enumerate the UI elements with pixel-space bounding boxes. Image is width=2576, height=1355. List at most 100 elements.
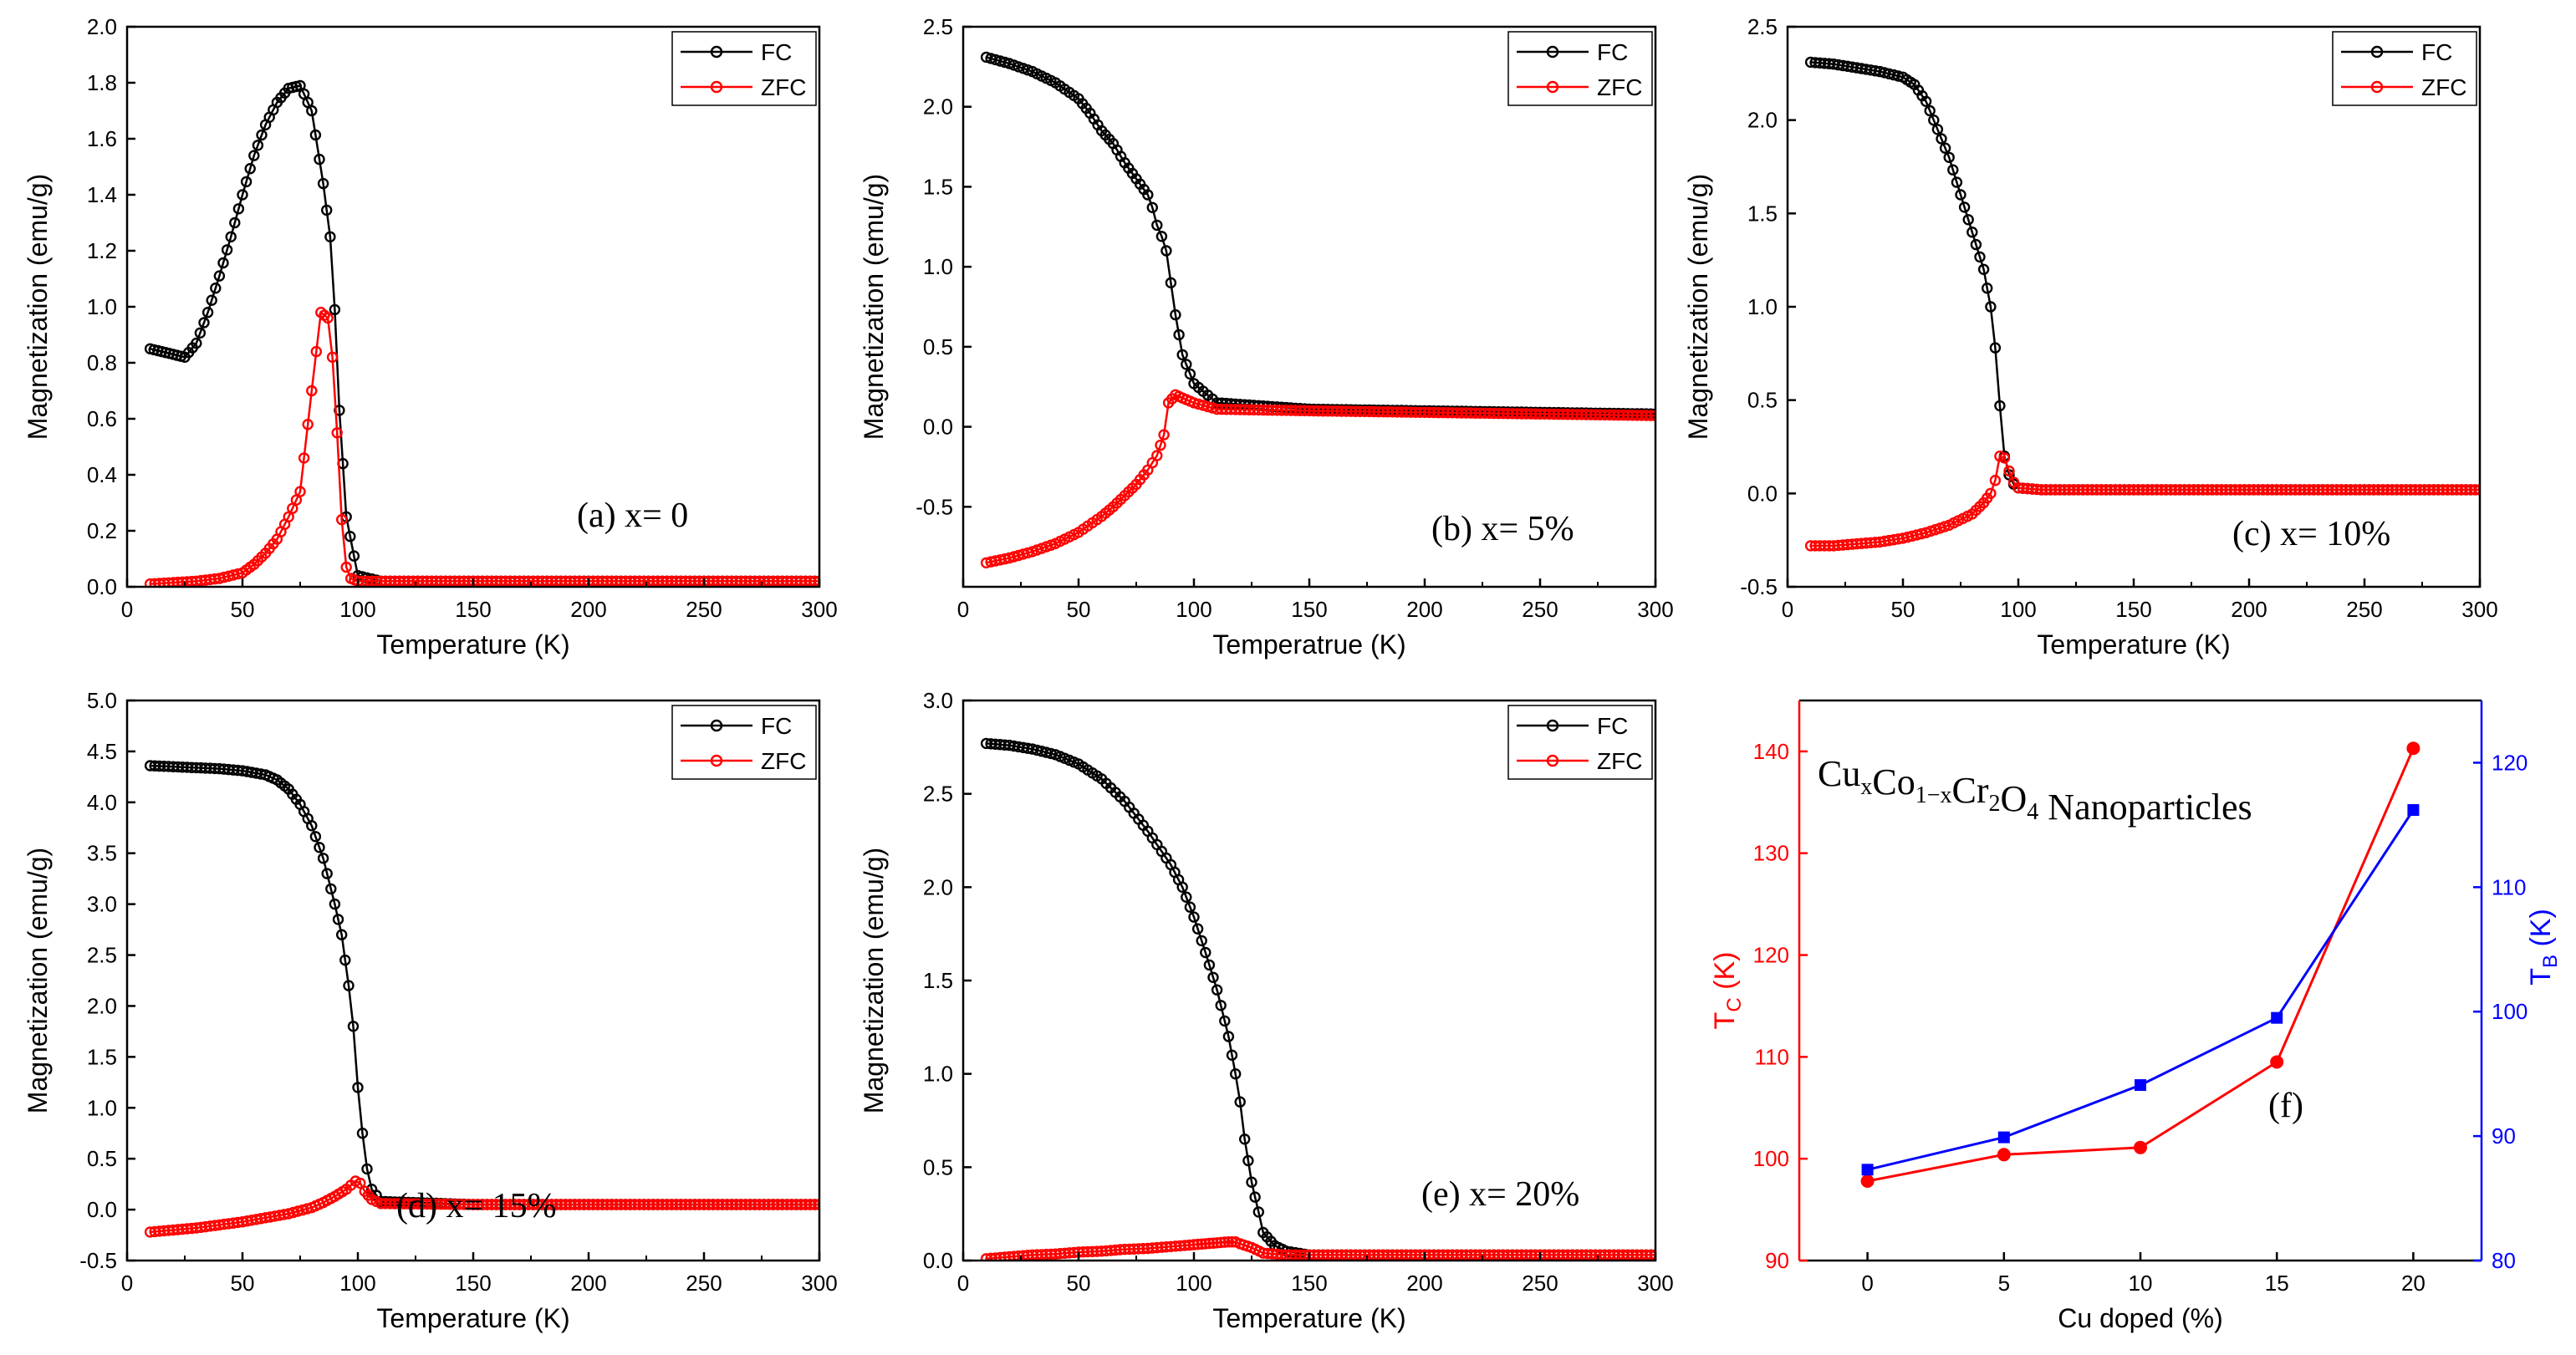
fc-point <box>244 162 256 175</box>
plot-frame <box>1786 25 2482 588</box>
title-text: Nanoparticles <box>2038 787 2252 828</box>
zfc-point <box>814 575 819 587</box>
tb-point <box>2407 804 2420 817</box>
x-tick-label: 300 <box>801 597 837 622</box>
plot-area <box>980 51 1655 568</box>
axis-label-subscript: B <box>2539 955 2562 968</box>
title-text: Cu <box>1818 753 1860 794</box>
legend: FC ZFC <box>671 31 817 106</box>
legend-label: FC <box>1597 713 1628 739</box>
fc-point <box>329 898 341 910</box>
y-axis-label: Magnetization (emu/g) <box>23 174 53 440</box>
fc-point <box>1215 1000 1227 1011</box>
y-tick-label: 1.5 <box>87 1044 117 1069</box>
zfc-point <box>1985 487 1997 499</box>
right-y-tick-label: 100 <box>2492 999 2528 1024</box>
right-y-tick-label: 80 <box>2492 1248 2516 1273</box>
x-tick-label: 300 <box>801 1271 837 1296</box>
fc-markers <box>144 760 819 1210</box>
title-text: O <box>2001 778 2028 819</box>
y-tick-label: 0.5 <box>923 1154 953 1179</box>
fc-point <box>1211 984 1223 996</box>
zfc-point <box>322 312 334 324</box>
legend-label: ZFC <box>761 74 806 100</box>
fc-point <box>232 203 245 215</box>
x-tick-label: 50 <box>1891 597 1915 622</box>
fc-point <box>1234 1096 1246 1108</box>
tc-point <box>2134 1140 2147 1154</box>
fc-point <box>256 129 268 141</box>
right-y-tick-label: 110 <box>2492 874 2526 899</box>
y-tick-label: 4.5 <box>87 739 117 764</box>
legend: FC ZFC <box>1507 31 1653 106</box>
x-tick-label: 150 <box>1291 597 1327 622</box>
y-tick-label: 1.0 <box>1747 294 1778 319</box>
y-tick-label: 0.2 <box>87 518 117 543</box>
fc-point <box>237 189 248 201</box>
x-tick-label: 200 <box>2231 597 2267 622</box>
zfc-markers <box>144 1175 819 1238</box>
legend-label: FC <box>761 39 792 65</box>
zfc-point <box>1207 1237 1219 1249</box>
fc-point <box>1200 946 1211 959</box>
panel-b: 0 50 100 150 200 250 300 -0.5 0.0 0.5 1.0 1.5 2.0 2.5… <box>859 14 1674 660</box>
fc-point <box>361 1163 373 1175</box>
y-tick-label: 2.0 <box>87 993 117 1018</box>
fc-point <box>1146 201 1159 214</box>
x-tick-label: 100 <box>1176 597 1211 622</box>
zfc-point <box>1650 410 1655 421</box>
x-tick-label: 250 <box>686 1271 722 1296</box>
y-tick-label: 2.0 <box>923 94 953 120</box>
y-tick-label: -0.5 <box>1740 574 1778 599</box>
fc-point <box>321 204 333 216</box>
zfc-point <box>809 1199 819 1210</box>
fc-point <box>1155 231 1168 242</box>
x-tick-label: 0 <box>1861 1271 1873 1296</box>
left-y-tick-label: 130 <box>1753 841 1789 866</box>
zfc-point <box>1219 1236 1231 1248</box>
y-axis-label: Magnetization (emu/g) <box>859 848 889 1113</box>
fc-point <box>217 257 229 269</box>
left-y-tick-label: 120 <box>1753 943 1789 968</box>
x-tick-label: 100 <box>339 597 375 622</box>
fc-markers <box>1804 56 2480 496</box>
fc-point <box>1191 923 1204 935</box>
fc-line <box>150 764 819 1206</box>
fc-point <box>1252 1206 1265 1218</box>
zfc-point <box>1200 1238 1211 1250</box>
fc-line <box>1810 61 2480 492</box>
title-text: Cr <box>1952 770 1989 811</box>
zfc-point <box>1222 1235 1235 1248</box>
fc-point <box>206 294 217 306</box>
zfc-point <box>1196 1238 1207 1251</box>
legend-label: ZFC <box>1597 74 1642 100</box>
fc-point <box>1928 114 1940 126</box>
fc-point <box>229 216 241 229</box>
left-y-tick-label: 100 <box>1753 1146 1789 1171</box>
zfc-point <box>2003 465 2015 477</box>
legend: FC ZFC <box>1507 705 1653 780</box>
y-axis-label: Magnetization (emu/g) <box>859 174 889 440</box>
fc-point <box>1958 201 1971 213</box>
x-tick-label: 200 <box>1406 1271 1442 1296</box>
title-subscript: 4 <box>2027 799 2038 825</box>
zfc-point <box>1203 1237 1216 1250</box>
tc-point <box>1860 1174 1875 1188</box>
y-tick-label: 1.0 <box>923 254 953 279</box>
zfc-point <box>1998 452 2011 464</box>
fc-point <box>201 307 214 318</box>
y-tick-label: 0.5 <box>1747 388 1778 413</box>
x-tick-label: 250 <box>686 597 722 622</box>
panel-annotation: (f) <box>2268 1087 2303 1125</box>
zfc-point <box>1989 475 2002 486</box>
y-tick-label: 2.5 <box>923 782 953 807</box>
x-axis-label: Temperature (K) <box>1212 1303 1405 1333</box>
fc-point <box>1173 329 1185 341</box>
x-tick-label: 200 <box>1406 597 1442 622</box>
x-tick-label: 300 <box>1637 597 1673 622</box>
fc-point <box>1966 227 1978 238</box>
fc-point <box>356 1127 369 1139</box>
fc-point <box>221 244 233 256</box>
fc-point <box>1219 1015 1231 1027</box>
y-tick-label: 3.5 <box>87 841 117 866</box>
